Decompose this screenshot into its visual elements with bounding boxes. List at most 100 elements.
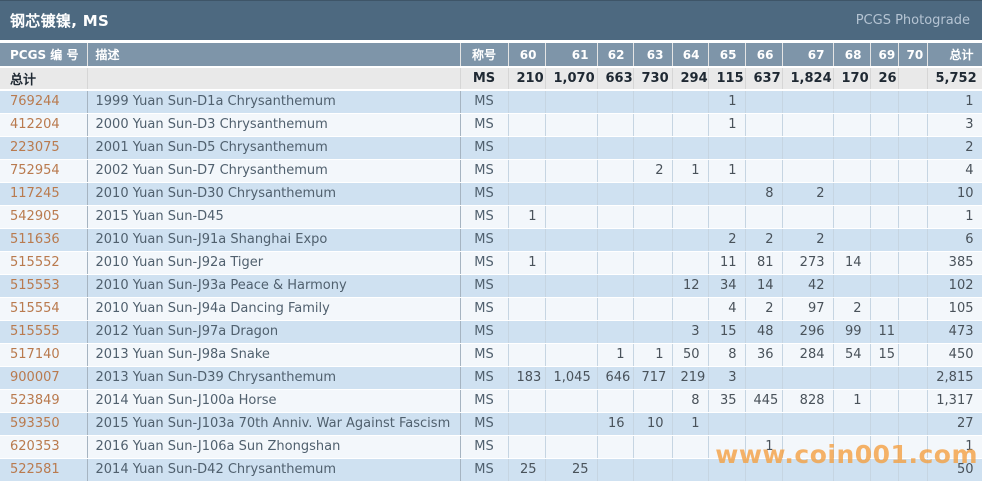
grade-count-cell-67	[782, 412, 834, 436]
grade-count-cell-62	[597, 458, 634, 482]
grade-count-cell-62: 16	[597, 412, 634, 436]
pcgs-number-link[interactable]: 515555	[0, 320, 88, 344]
grade-count-cell-61	[545, 412, 598, 436]
pcgs-number-link[interactable]: 522581	[0, 458, 88, 482]
grade-count-cell-63	[633, 136, 673, 160]
designation-cell: MS	[460, 389, 509, 413]
grade-count-cell-62	[597, 182, 634, 206]
grade-count-cell-62: 646	[597, 366, 634, 390]
pcgs-number-link[interactable]: 620353	[0, 435, 88, 459]
grade-count-cell-66	[745, 90, 783, 114]
grade-count-cell-64: 1	[672, 159, 709, 183]
row-total-cell: 2,815	[927, 366, 982, 390]
grade-count-cell-63	[633, 389, 673, 413]
pcgs-number-link[interactable]: 542905	[0, 205, 88, 229]
table-row: 523849 2014 Yuan Sun-J100a Horse MS 8 35 445 8…	[0, 389, 982, 413]
totals-grade-70	[898, 67, 928, 91]
row-total-cell: 27	[927, 412, 982, 436]
designation-cell: MS	[460, 366, 509, 390]
coin-description: 2014 Yuan Sun-D42 Chrysanthemum	[87, 458, 461, 482]
page-title: 钢芯镀镍, MS	[10, 12, 110, 30]
grade-count-cell-61	[545, 113, 598, 137]
designation-cell: MS	[460, 251, 509, 275]
coin-description: 2013 Yuan Sun-J98a Snake	[87, 343, 461, 367]
totals-grade-65: 115	[708, 67, 746, 91]
grade-count-cell-63	[633, 435, 673, 459]
grade-count-cell-66	[745, 113, 783, 137]
grade-count-cell-60: 25	[508, 458, 546, 482]
grade-count-cell-68: 99	[833, 320, 871, 344]
pcgs-number-link[interactable]: 593350	[0, 412, 88, 436]
pcgs-number-link[interactable]: 511636	[0, 228, 88, 252]
table-row: 542905 2015 Yuan Sun-D45 MS 1 1	[0, 205, 982, 229]
pcgs-number-link[interactable]: 223075	[0, 136, 88, 160]
coin-description: 2010 Yuan Sun-J91a Shanghai Expo	[87, 228, 461, 252]
grade-count-cell-65	[708, 412, 746, 436]
designation-cell: MS	[460, 182, 509, 206]
col-header-grade-68: 68	[833, 43, 871, 68]
pcgs-number-link[interactable]: 515552	[0, 251, 88, 275]
table-row: 752954 2002 Yuan Sun-D7 Chrysanthemum MS 2 1…	[0, 159, 982, 183]
col-header-grade-63: 63	[633, 43, 673, 68]
grade-count-cell-68: 2	[833, 297, 871, 321]
grade-count-cell-66	[745, 458, 783, 482]
designation-cell: MS	[460, 228, 509, 252]
grade-count-cell-62	[597, 297, 634, 321]
grade-count-cell-67	[782, 113, 834, 137]
grade-count-cell-70	[898, 320, 928, 344]
photograde-link[interactable]: PCGS Photograde	[855, 13, 970, 28]
grade-count-cell-62: 1	[597, 343, 634, 367]
grade-count-cell-65	[708, 435, 746, 459]
grade-count-cell-61	[545, 136, 598, 160]
grade-count-cell-69	[870, 205, 899, 229]
grade-count-cell-69	[870, 228, 899, 252]
row-total-cell: 4	[927, 159, 982, 183]
pcgs-number-link[interactable]: 117245	[0, 182, 88, 206]
totals-grade-63: 730	[633, 67, 673, 91]
table-row: 223075 2001 Yuan Sun-D5 Chrysanthemum MS 2	[0, 136, 982, 160]
grade-count-cell-69	[870, 251, 899, 275]
row-total-cell: 2	[927, 136, 982, 160]
pcgs-number-link[interactable]: 523849	[0, 389, 88, 413]
grade-count-cell-66	[745, 205, 783, 229]
pcgs-number-link[interactable]: 412204	[0, 113, 88, 137]
grade-count-cell-67	[782, 366, 834, 390]
grade-count-cell-68	[833, 113, 871, 137]
grade-count-cell-69	[870, 182, 899, 206]
grade-count-cell-61	[545, 274, 598, 298]
totals-label: 总计	[0, 67, 88, 91]
grade-count-cell-68	[833, 274, 871, 298]
grade-count-cell-62	[597, 389, 634, 413]
grade-count-cell-63: 10	[633, 412, 673, 436]
grade-count-cell-64: 8	[672, 389, 709, 413]
table-row: 593350 2015 Yuan Sun-J103a 70th Anniv. Wa…	[0, 412, 982, 436]
row-total-cell: 473	[927, 320, 982, 344]
pcgs-number-link[interactable]: 517140	[0, 343, 88, 367]
col-header-pcgs-number: PCGS 编 号	[0, 43, 88, 68]
grade-count-cell-62	[597, 113, 634, 137]
grade-count-cell-60	[508, 182, 546, 206]
pcgs-number-link[interactable]: 515554	[0, 297, 88, 321]
grade-count-cell-62	[597, 159, 634, 183]
grade-count-cell-60	[508, 320, 546, 344]
grade-count-cell-64	[672, 228, 709, 252]
totals-row: 总计 MS 210 1,070 663 730 294 115 637 1,824 170 26 5,7…	[0, 67, 982, 91]
grade-count-cell-64	[672, 205, 709, 229]
grade-count-cell-70	[898, 343, 928, 367]
grade-count-cell-66	[745, 159, 783, 183]
grade-count-cell-66	[745, 412, 783, 436]
totals-grade-69: 26	[870, 67, 899, 91]
pcgs-number-link[interactable]: 515553	[0, 274, 88, 298]
grade-count-cell-69	[870, 435, 899, 459]
grade-count-cell-60	[508, 389, 546, 413]
grade-count-cell-68	[833, 435, 871, 459]
pcgs-number-link[interactable]: 752954	[0, 159, 88, 183]
grade-count-cell-63: 1	[633, 343, 673, 367]
grade-count-cell-61	[545, 182, 598, 206]
pcgs-number-link[interactable]: 900007	[0, 366, 88, 390]
coin-description: 2015 Yuan Sun-J103a 70th Anniv. War Agai…	[87, 412, 461, 436]
grade-count-cell-65: 15	[708, 320, 746, 344]
col-header-grade-66: 66	[745, 43, 783, 68]
pcgs-number-link[interactable]: 769244	[0, 90, 88, 114]
grade-count-cell-63	[633, 182, 673, 206]
